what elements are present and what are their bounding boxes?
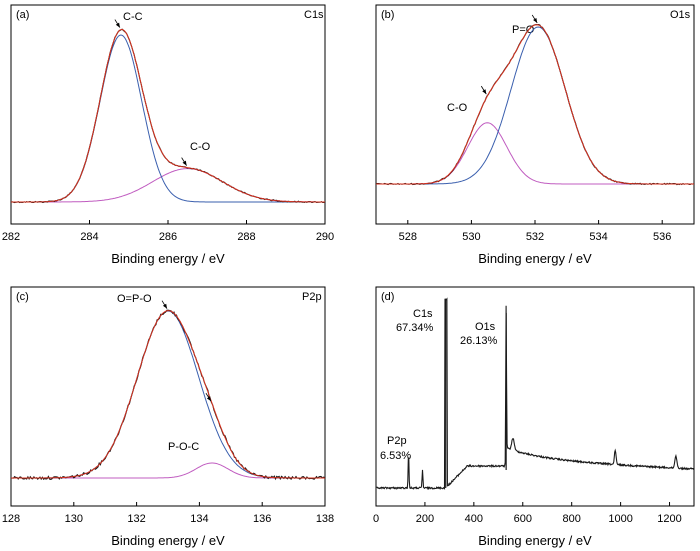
panel-b-frame	[375, 4, 695, 225]
panel-b-title: O1s	[670, 9, 691, 21]
panel-a: (a) C1s C-C C-O Binding energy / eV	[10, 4, 326, 266]
panel-d-c1s-label: C1s	[413, 308, 433, 320]
panel-b-arrow-0-head	[533, 17, 538, 23]
panel-b-series-p=o	[376, 26, 694, 185]
panel-c-series-p-o-c	[11, 462, 325, 479]
panel-d-tick-label: 200	[416, 513, 434, 525]
panel-d-o1s-percent: 26.13%	[460, 335, 498, 347]
panel-d-p2p-percent: 6.53%	[380, 450, 411, 462]
panel-d-tick-label: 1000	[608, 513, 632, 525]
panel-a-fit-envelope	[11, 28, 325, 203]
panel-c-label: (c)	[16, 291, 29, 303]
panel-c-tick-label: 138	[316, 513, 334, 525]
panel-c-frame	[10, 286, 326, 507]
panel-b-tick-label: 532	[526, 231, 544, 243]
panel-d-frame	[375, 286, 695, 507]
panel-a-series-c-c	[11, 34, 325, 203]
panel-d-tick-label: 400	[465, 513, 483, 525]
panel-a-tick-label: 282	[2, 231, 20, 243]
panel-d-tick-label: 0	[373, 513, 379, 525]
panel-c-tick-label: 134	[190, 513, 208, 525]
panel-d-o1s-label: O1s	[475, 321, 496, 333]
panel-a-xlabel: Binding energy / eV	[111, 251, 225, 266]
panel-d: (d) P2p 6.53% C1s 67.34% O1s 26.13% Bind…	[375, 286, 695, 548]
panel-c-annotation-poc: P-O-C	[168, 441, 199, 453]
panel-a-tick-label: 288	[237, 231, 255, 243]
panel-c-tick-label: 130	[65, 513, 83, 525]
panel-a-label: (a)	[16, 9, 29, 21]
panel-b-fit-envelope	[376, 24, 694, 185]
panel-b-annotation-co: C-O	[447, 102, 468, 114]
panel-c-title: P2p	[302, 291, 322, 303]
panel-c-arrow-0-head	[162, 303, 167, 309]
panel-b-tick-label: 536	[653, 231, 671, 243]
panel-d-tick-label: 800	[563, 513, 581, 525]
panel-c-xlabel: Binding energy / eV	[111, 533, 225, 548]
panel-b: (b) O1s P=O C-O Binding energy / eV	[375, 4, 695, 266]
panel-b-tick-label: 528	[399, 231, 417, 243]
panel-a-title: C1s	[304, 9, 324, 21]
panel-a-tick-label: 286	[159, 231, 177, 243]
panel-b-arrow-1-head	[482, 89, 487, 95]
panel-b-experimental-line	[375, 24, 695, 186]
panel-d-survey-spectrum	[376, 297, 695, 491]
panel-c-tick-label: 128	[2, 513, 20, 525]
panel-a-annotation-cc: C-C	[123, 11, 143, 23]
panel-a-arrow-0-head	[115, 22, 120, 28]
panel-c: (c) P2p O=P-O P-O-C Binding energy / eV	[10, 286, 326, 548]
panel-a-tick-label: 284	[80, 231, 98, 243]
panel-b-tick-label: 530	[462, 231, 480, 243]
panel-a-experimental-line	[10, 28, 326, 204]
panel-c-annotation-opo: O=P-O	[117, 293, 152, 305]
panel-a-frame	[10, 4, 326, 225]
panel-d-tick-label: 1200	[657, 513, 681, 525]
panel-b-annotation-po: P=O	[512, 24, 535, 36]
panel-d-p2p-label: P2p	[387, 435, 407, 447]
panel-d-tick-label: 600	[514, 513, 532, 525]
panel-c-tick-label: 136	[253, 513, 271, 525]
panel-c-arrow-1-head	[206, 396, 211, 402]
panel-b-tick-label: 534	[589, 231, 607, 243]
panel-d-xlabel: Binding energy / eV	[478, 533, 592, 548]
panel-c-tick-label: 132	[127, 513, 145, 525]
panel-a-series-c-o	[11, 168, 325, 203]
panel-c-experimental-line	[10, 309, 326, 481]
panel-a-arrow-1-head	[182, 160, 187, 166]
panel-d-c1s-percent: 67.34%	[396, 322, 434, 334]
panel-a-annotation-co: C-O	[190, 141, 211, 153]
panel-a-tick-label: 290	[316, 231, 334, 243]
panel-b-series-c-o	[376, 122, 694, 185]
panel-d-label: (d)	[381, 291, 394, 303]
panel-c-fit-envelope	[11, 310, 325, 479]
panel-b-xlabel: Binding energy / eV	[478, 251, 592, 266]
panel-b-label: (b)	[381, 9, 394, 21]
